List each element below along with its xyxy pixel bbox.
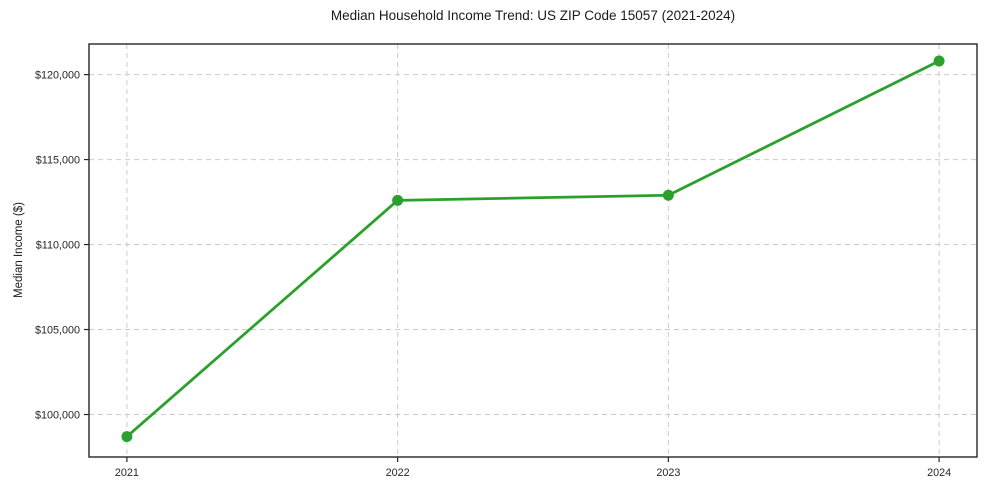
x-tick-label: 2022 [386, 467, 410, 479]
data-point-2021 [121, 431, 133, 443]
plot-border [88, 43, 978, 458]
y-tick-label: $120,000 [35, 69, 80, 81]
x-tick-label: 2024 [927, 467, 951, 479]
x-tick-label: 2021 [115, 467, 139, 479]
x-tick-label: 2023 [656, 467, 680, 479]
data-point-2023 [662, 189, 674, 201]
data-point-2024 [933, 55, 945, 67]
y-tick-label: $115,000 [36, 154, 80, 166]
y-tick-label: $110,000 [36, 239, 80, 251]
y-tick-label: $100,000 [35, 409, 80, 421]
y-tick-label: $105,000 [35, 324, 80, 336]
trend-line [125, 59, 941, 439]
chart-title: Median Household Income Trend: US ZIP Co… [330, 8, 736, 23]
data-point-2022 [392, 194, 404, 206]
